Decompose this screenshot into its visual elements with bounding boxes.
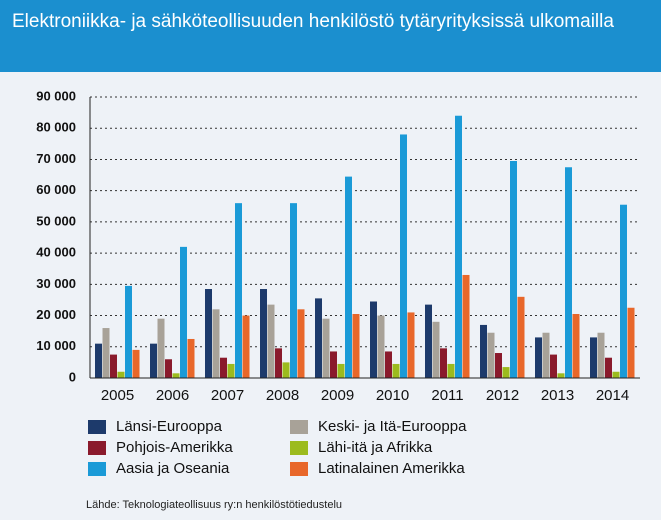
bar: [205, 289, 212, 378]
bar: [550, 354, 557, 378]
bar: [95, 343, 102, 378]
bar: [315, 298, 322, 378]
bar: [510, 161, 517, 378]
legend-label: Länsi-Eurooppa: [116, 418, 223, 435]
bar: [322, 318, 330, 378]
bar: [620, 204, 627, 378]
bar: [227, 363, 235, 378]
bar: [370, 301, 377, 378]
bar: [125, 285, 132, 378]
bar: [455, 115, 462, 378]
bar: [117, 371, 125, 378]
bar: [425, 304, 432, 378]
x-tick-label: 2006: [156, 387, 189, 404]
bar: [462, 274, 470, 378]
bar: [542, 332, 550, 378]
x-tick-label: 2012: [486, 387, 519, 404]
bar: [345, 176, 352, 378]
bar: [440, 348, 447, 378]
bar: [502, 367, 510, 378]
legend-label: Lähi-itä ja Afrikka: [318, 439, 433, 456]
bar: [102, 328, 110, 378]
bar: [297, 309, 305, 378]
bar: [557, 373, 565, 378]
y-tick-label: 20 000: [36, 307, 76, 322]
bar: [597, 332, 605, 378]
bar: [495, 353, 502, 378]
legend-swatch: [290, 462, 308, 476]
chart-title: Elektroniikka- ja sähköteollisuuden henk…: [12, 11, 614, 32]
x-tick-label: 2013: [541, 387, 574, 404]
bar: [480, 324, 487, 378]
bar: [172, 373, 180, 378]
legend-swatch: [290, 420, 308, 434]
legend-label: Pohjois-Amerikka: [116, 439, 233, 456]
bar: [447, 363, 455, 378]
bar: [282, 362, 290, 378]
y-tick-label: 80 000: [36, 120, 76, 135]
bar: [385, 351, 392, 378]
bar: [242, 315, 250, 378]
bar: [407, 312, 415, 378]
bar: [260, 289, 267, 378]
x-tick-label: 2014: [596, 387, 629, 404]
bar: [220, 357, 227, 378]
bar: [290, 203, 297, 378]
legend-swatch: [290, 441, 308, 455]
bar: [627, 307, 635, 378]
y-tick-label: 50 000: [36, 213, 76, 228]
bar: [267, 304, 275, 378]
y-tick-label: 90 000: [36, 88, 76, 103]
bar: [400, 134, 407, 378]
legend-label: Aasia ja Oseania: [116, 460, 230, 477]
bar: [337, 363, 345, 378]
legend-swatch: [88, 462, 106, 476]
x-tick-label: 2009: [321, 387, 354, 404]
bar: [572, 313, 580, 378]
y-tick-label: 70 000: [36, 151, 76, 166]
y-tick-label: 10 000: [36, 338, 76, 353]
bar: [157, 318, 165, 378]
bar: [212, 309, 220, 378]
bar: [180, 246, 187, 378]
y-tick-label: 60 000: [36, 182, 76, 197]
legend-swatch: [88, 441, 106, 455]
bar: [612, 371, 620, 378]
bar: [165, 359, 172, 378]
bar: [330, 351, 337, 378]
legend-swatch: [88, 420, 106, 434]
bar: [132, 349, 140, 378]
bar: [565, 167, 572, 378]
bar: [535, 337, 542, 378]
x-tick-label: 2007: [211, 387, 244, 404]
bar: [352, 313, 360, 378]
bar: [517, 296, 525, 378]
y-tick-label: 40 000: [36, 245, 76, 260]
x-tick-label: 2008: [266, 387, 299, 404]
bar: [150, 343, 157, 378]
x-tick-label: 2010: [376, 387, 409, 404]
bar: [605, 357, 612, 378]
bar: [235, 203, 242, 378]
bar: [590, 337, 597, 378]
bar: [110, 354, 117, 378]
bar: [187, 338, 195, 378]
x-tick-label: 2005: [101, 387, 134, 404]
bar: [432, 321, 440, 378]
bar: [275, 348, 282, 378]
legend-label: Keski- ja Itä-Eurooppa: [318, 418, 467, 435]
x-tick-label: 2011: [431, 387, 463, 404]
y-tick-label: 0: [69, 369, 76, 384]
source: Lähde: Teknologiateollisuus ry:n henkilö…: [86, 499, 342, 511]
bar: [392, 363, 400, 378]
bar: [487, 332, 495, 378]
legend-label: Latinalainen Amerikka: [318, 460, 465, 477]
header: [0, 0, 661, 72]
bar: [377, 315, 385, 378]
y-tick-label: 30 000: [36, 276, 76, 291]
